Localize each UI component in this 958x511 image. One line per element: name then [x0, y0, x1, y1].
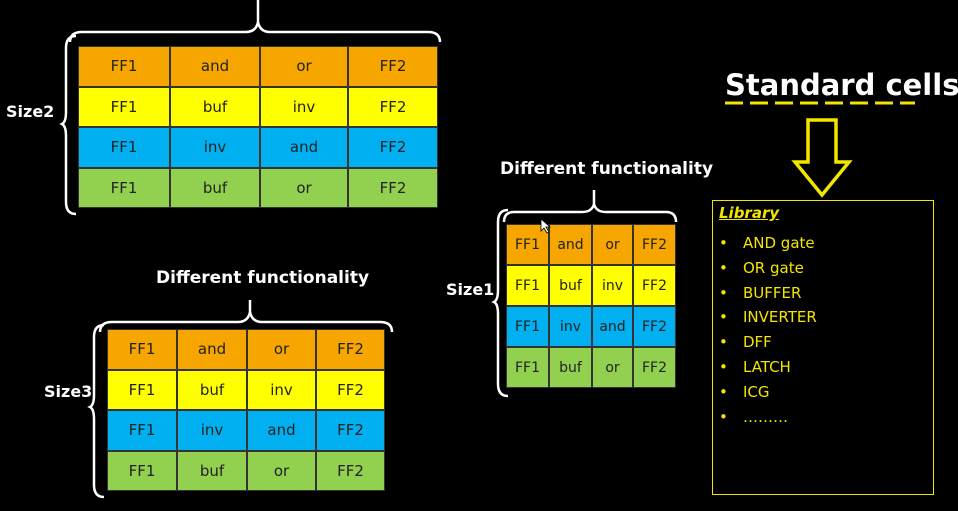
cell-4-3: or — [592, 347, 633, 388]
cell-1-2: and — [177, 329, 247, 370]
title-underline — [725, 101, 915, 105]
cell-3-3: and — [260, 127, 348, 168]
cell-1-3: or — [260, 46, 348, 87]
size3-label: Size3 — [44, 382, 93, 401]
down-arrow-icon — [791, 118, 853, 198]
cell-4-3: or — [247, 450, 316, 491]
cell-4-1: FF1 — [107, 450, 177, 491]
size1-top-bracket — [502, 190, 678, 223]
bullet-icon: • — [719, 283, 728, 302]
cell-1-1: FF1 — [78, 46, 170, 87]
size1-label: Size1 — [446, 280, 495, 299]
cell-3-4: FF2 — [633, 306, 676, 347]
bullet-icon: • — [719, 308, 728, 327]
library-item: • ……… — [719, 405, 817, 430]
mouse-cursor-icon — [540, 218, 552, 234]
cell-1-1: FF1 — [506, 224, 549, 265]
library-item: • OR gate — [719, 256, 817, 281]
cell-2-4: FF2 — [633, 265, 676, 306]
library-item: • DFF — [719, 330, 817, 355]
cell-3-4: FF2 — [316, 410, 385, 451]
cell-1-3: or — [247, 329, 316, 370]
cell-2-1: FF1 — [107, 369, 177, 410]
cell-4-2: buf — [549, 347, 592, 388]
cell-3-2: inv — [170, 127, 260, 168]
cell-4-2: buf — [177, 450, 247, 491]
bullet-icon: • — [719, 234, 728, 252]
cell-2-1: FF1 — [78, 86, 170, 127]
library-item-label: AND gate — [743, 234, 815, 252]
cell-2-3: inv — [247, 369, 316, 410]
library-item-label: ICG — [743, 382, 770, 401]
cell-3-1: FF1 — [78, 127, 170, 168]
cell-1-2: and — [170, 46, 260, 87]
cell-1-4: FF2 — [316, 329, 385, 370]
bullet-icon: • — [719, 382, 728, 401]
size1-left-bracket — [491, 208, 509, 398]
size3-heading: Different functionality — [156, 268, 370, 288]
standard-cells-title: Standard cells — [725, 68, 958, 102]
cell-3-3: and — [247, 410, 316, 451]
cell-3-4: FF2 — [348, 127, 438, 168]
cell-4-2: buf — [170, 167, 260, 208]
cell-4-4: FF2 — [633, 347, 676, 388]
cell-4-4: FF2 — [316, 450, 385, 491]
cell-4-1: FF1 — [506, 347, 549, 388]
cell-3-1: FF1 — [107, 410, 177, 451]
library-item-label: OR gate — [743, 258, 804, 277]
size2-left-bracket — [59, 34, 77, 216]
size2-top-bracket — [68, 0, 442, 43]
size2-label: Size2 — [6, 102, 55, 121]
cell-4-4: FF2 — [348, 167, 438, 208]
cell-2-2: buf — [177, 369, 247, 410]
size3-cell-table: FF1 and or FF2 FF1 buf inv FF2 FF1 inv and FF2 FF1 bu… — [107, 329, 385, 491]
cell-1-4: FF2 — [633, 224, 676, 265]
size2-cell-table: FF1 and or FF2 FF1 buf inv FF2 FF1 inv and FF2 FF1 bu… — [78, 46, 438, 208]
library-item: • BUFFER — [719, 281, 817, 306]
library-box: Library • AND gate • OR gate • BUFFER • INVERTE… — [712, 200, 934, 495]
cell-3-1: FF1 — [506, 306, 549, 347]
size1-heading: Different functionality — [500, 159, 714, 179]
cell-1-1: FF1 — [107, 329, 177, 370]
library-list: • AND gate • OR gate • BUFFER • INVERTER • DFF • LA… — [719, 231, 817, 429]
cell-2-4: FF2 — [316, 369, 385, 410]
bullet-icon: • — [719, 407, 728, 426]
cell-3-2: inv — [549, 306, 592, 347]
library-item-label: BUFFER — [743, 283, 802, 302]
bullet-icon: • — [719, 258, 728, 277]
cell-2-4: FF2 — [348, 86, 438, 127]
library-item-label: LATCH — [743, 357, 791, 376]
cell-3-2: inv — [177, 410, 247, 451]
library-item: • LATCH — [719, 355, 817, 380]
library-item-label: ……… — [743, 407, 788, 426]
cell-4-1: FF1 — [78, 167, 170, 208]
library-item-label: DFF — [743, 333, 772, 352]
cell-2-3: inv — [260, 86, 348, 127]
cell-2-3: inv — [592, 265, 633, 306]
size1-cell-table: FF1 and or FF2 FF1 buf inv FF2 FF1 inv and FF2 FF1 bu… — [506, 224, 676, 388]
cell-1-3: or — [592, 224, 633, 265]
library-item: • INVERTER — [719, 305, 817, 330]
cell-2-2: buf — [549, 265, 592, 306]
cell-2-2: buf — [170, 86, 260, 127]
library-title: Library — [719, 204, 780, 222]
bullet-icon: • — [719, 333, 728, 352]
cell-3-3: and — [592, 306, 633, 347]
cell-1-4: FF2 — [348, 46, 438, 87]
cell-1-2: and — [549, 224, 592, 265]
library-item: • AND gate — [719, 231, 817, 256]
cell-4-3: or — [260, 167, 348, 208]
size3-left-bracket — [87, 323, 105, 499]
bullet-icon: • — [719, 357, 728, 376]
library-item-label: INVERTER — [743, 308, 817, 327]
cell-2-1: FF1 — [506, 265, 549, 306]
library-item: • ICG — [719, 380, 817, 405]
